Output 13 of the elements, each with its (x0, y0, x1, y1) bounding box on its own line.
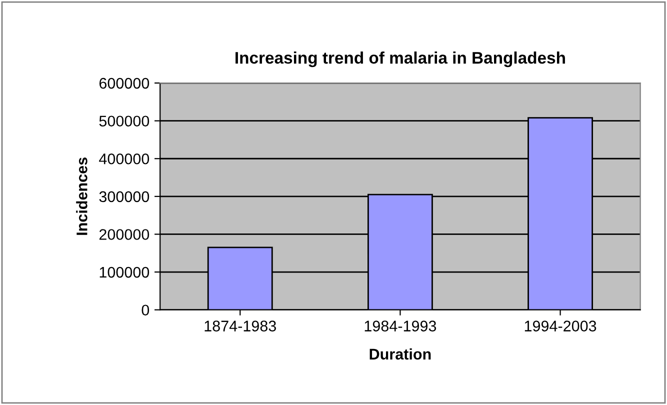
y-tick-label: 200000 (99, 229, 150, 240)
y-tick-label: 300000 (99, 191, 150, 202)
y-tick-label: 0 (142, 304, 150, 316)
y-tick-label: 600000 (99, 78, 150, 89)
y-tick-label: 400000 (99, 153, 150, 164)
x-axis-title: Duration (370, 348, 431, 360)
x-tick-label: 1984-1993 (364, 320, 436, 332)
x-tick-label: 1874-1983 (204, 320, 276, 332)
x-tick-label: 1994-2003 (524, 320, 596, 332)
y-tick-label: 500000 (99, 116, 150, 127)
y-axis-title: Incidences (76, 158, 88, 235)
chart-title: Increasing trend of malaria in Bangladesh (236, 52, 565, 68)
y-tick-label: 100000 (100, 266, 150, 278)
